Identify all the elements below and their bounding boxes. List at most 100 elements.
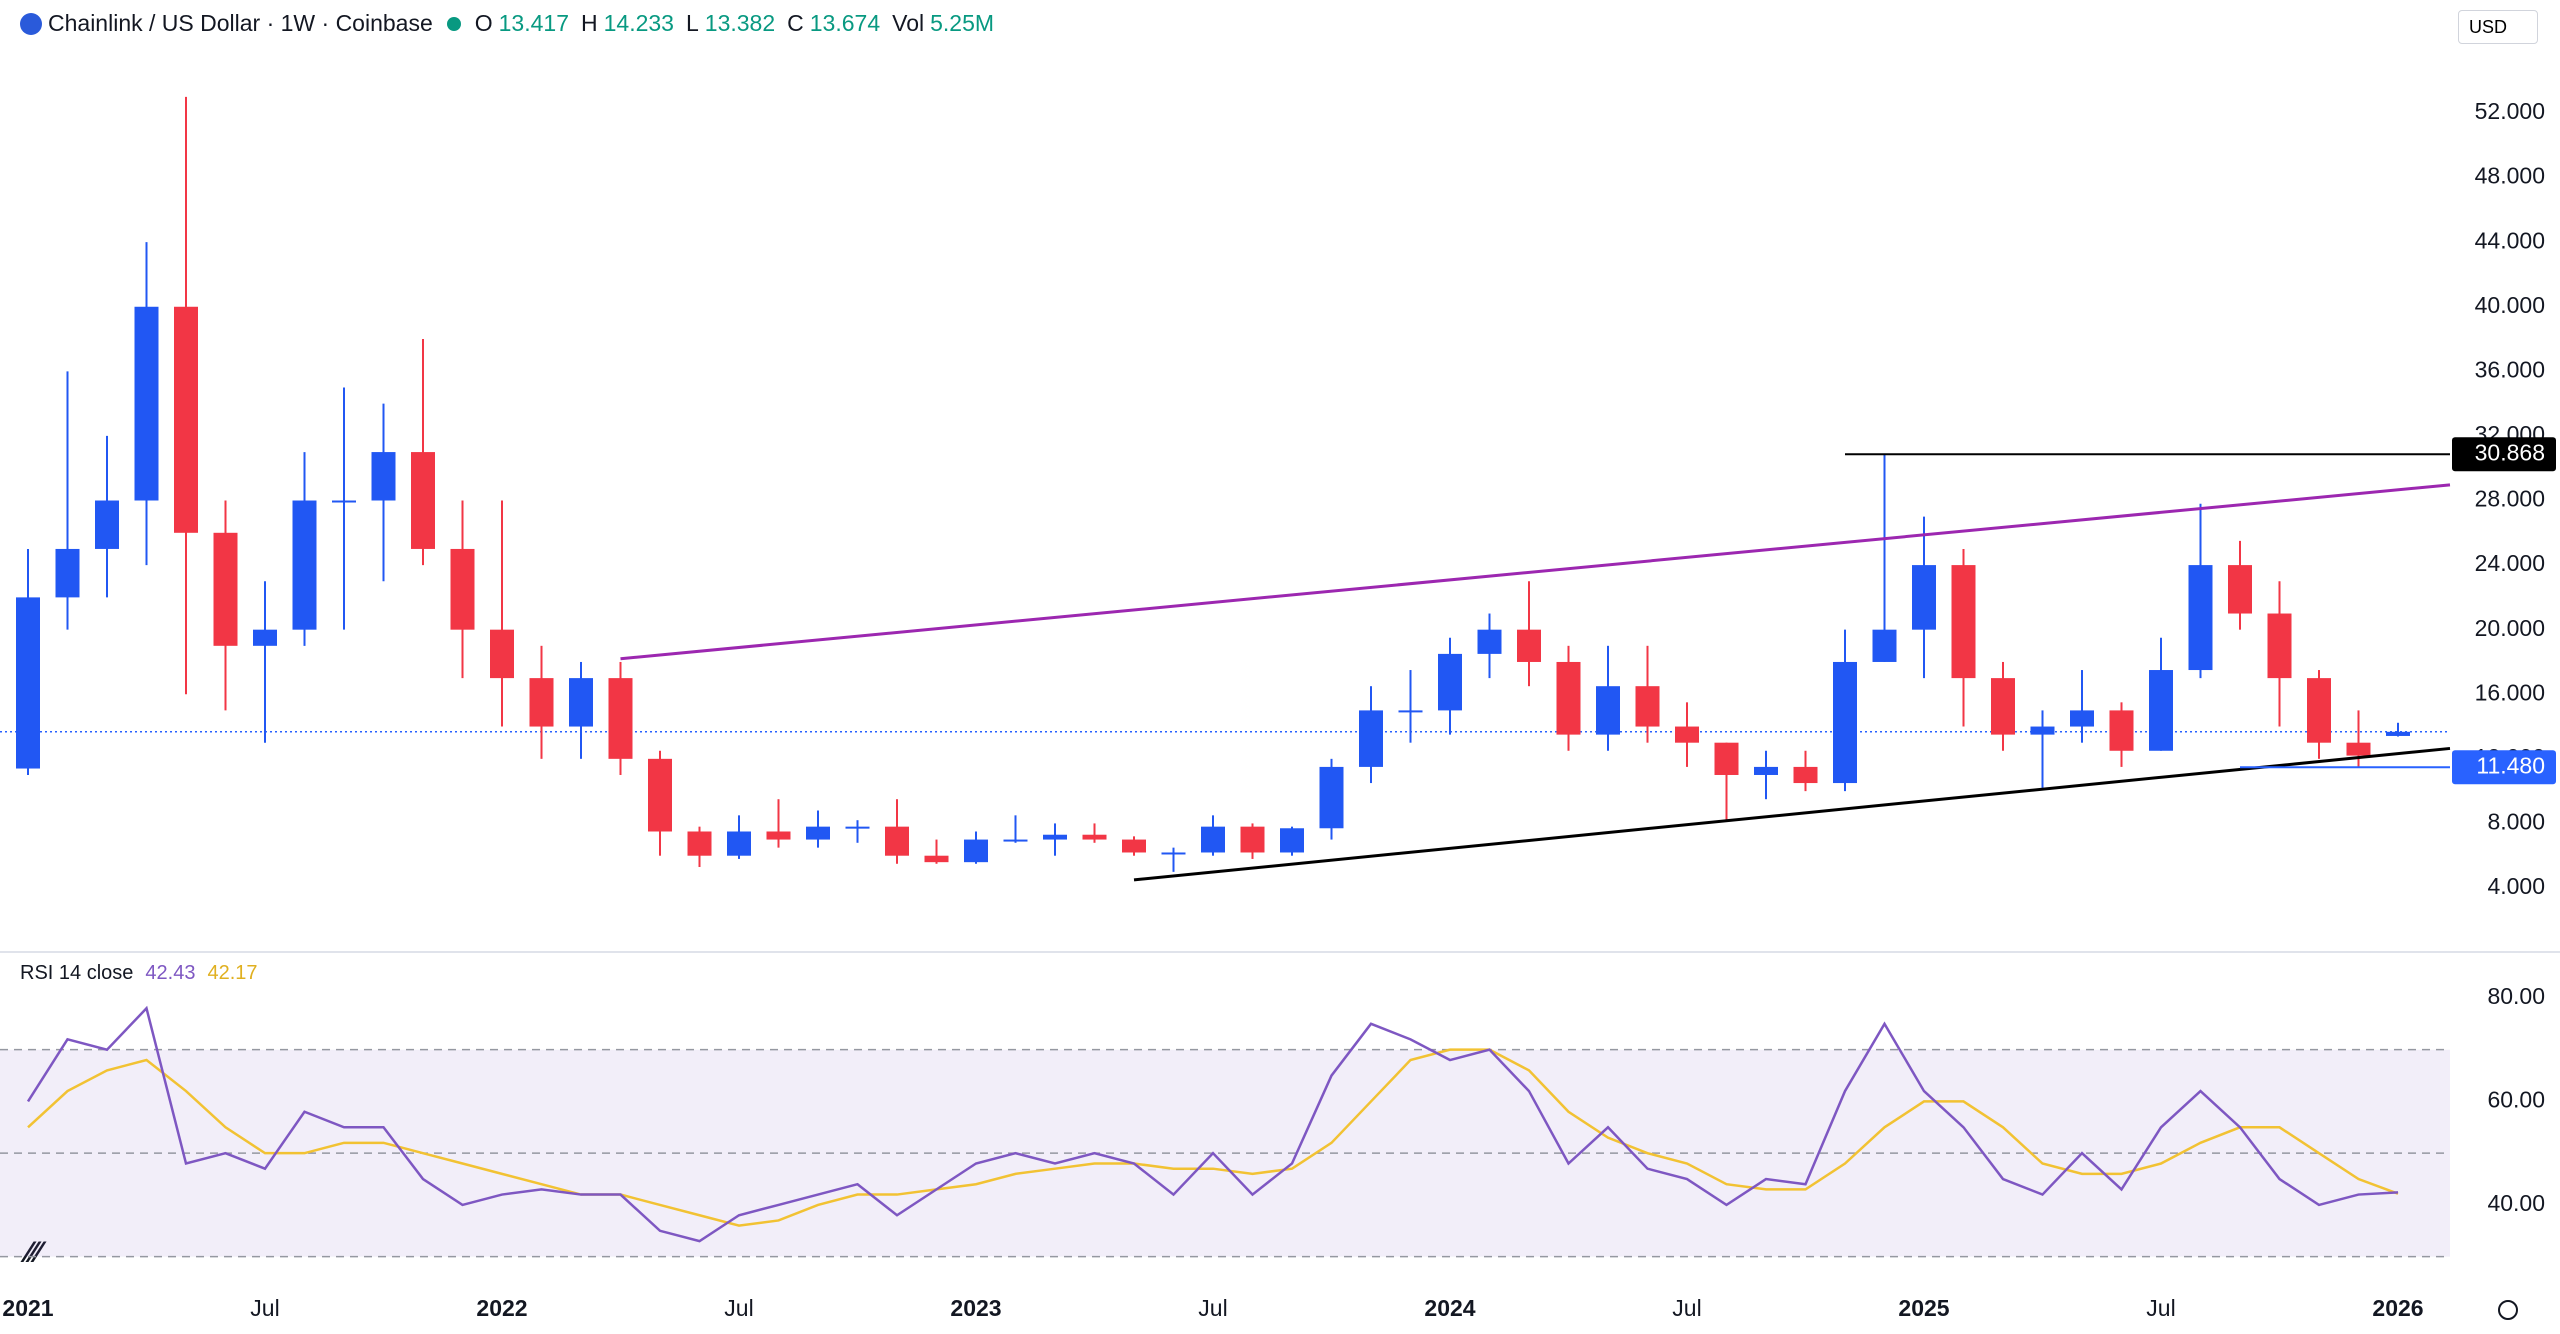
price-label: 30.868 [2475, 439, 2545, 465]
candle-body [1280, 828, 1304, 853]
candle-body [1596, 686, 1620, 735]
candle-body [2267, 613, 2292, 679]
candle-body [727, 831, 751, 856]
candle-body [806, 826, 830, 840]
candle-body [1991, 678, 2015, 735]
symbol-icon [20, 12, 42, 35]
x-tick-label: 2026 [2372, 1295, 2423, 1321]
rsi-value: 42.43 [145, 962, 196, 984]
candle-body [1951, 565, 1976, 679]
candle-body [1201, 826, 1225, 853]
volume-value: 5.25M [930, 10, 995, 36]
price-label: 11.480 [2476, 752, 2545, 778]
candle-body [490, 629, 514, 679]
y-tick-label: 16.000 [2475, 679, 2545, 705]
candle-body [1714, 742, 1739, 775]
x-tick-label: Jul [1672, 1295, 1701, 1321]
candle-body [1240, 826, 1265, 853]
ohlc-label: C [787, 10, 804, 36]
volume-label: Vol [892, 10, 925, 36]
candle-body [411, 452, 435, 549]
candle-body [1675, 726, 1699, 743]
candle-body [1754, 766, 1778, 775]
y-tick-label: 52.000 [2475, 98, 2545, 124]
candle-body [1161, 852, 1186, 855]
candle-body [2149, 670, 2173, 751]
ohlc-value: 13.382 [704, 10, 776, 36]
candle-body [2386, 731, 2410, 736]
candle-body [371, 452, 396, 501]
candle-body [569, 678, 593, 727]
candle-body [174, 306, 198, 533]
candle-body [2188, 565, 2213, 671]
rsi-line [26, 1005, 2399, 1243]
candle-body [687, 831, 712, 856]
x-tick-label: 2023 [950, 1295, 1001, 1321]
candle-body [1517, 629, 1541, 662]
candle-body [2307, 678, 2331, 743]
x-tick-label: 2024 [1424, 1295, 1475, 1321]
y-tick-label: 44.000 [2475, 227, 2545, 253]
rsi-title: RSI 14 close [20, 962, 134, 984]
y-tick-label: 40.000 [2475, 292, 2545, 318]
y-tick-label: 20.000 [2475, 615, 2545, 641]
ohlc-value: 13.674 [809, 10, 881, 36]
price-label-box [2452, 437, 2556, 472]
candle-body [1477, 629, 1502, 654]
candle-body [292, 500, 317, 630]
candle-body [1635, 686, 1660, 727]
candle-body [2070, 710, 2094, 727]
candle-body [766, 831, 791, 840]
y-tick-label: 24.000 [2475, 550, 2545, 576]
price-label-box [2452, 750, 2556, 785]
ohlc-label: L [685, 10, 699, 36]
candle-body [1003, 839, 1028, 842]
candle-body [1556, 661, 1581, 735]
x-tick-label: 2022 [476, 1295, 527, 1321]
x-tick-label: 2025 [1898, 1295, 1949, 1321]
candle-body [1043, 834, 1067, 840]
candle-body [213, 532, 238, 646]
candle-body [964, 839, 988, 863]
x-tick-label: Jul [250, 1295, 279, 1321]
candle-body [924, 855, 949, 863]
candle-body [2346, 742, 2371, 756]
trend-line [620, 483, 2451, 661]
x-tick-label: Jul [2146, 1295, 2175, 1321]
trend-line [1133, 746, 2451, 882]
candle-body [608, 678, 633, 759]
candle-body [134, 306, 159, 501]
x-tick-label: Jul [724, 1295, 753, 1321]
candle-body [885, 826, 909, 856]
symbol-title[interactable]: Chainlink / US Dollar · 1W · Coinbase [48, 10, 433, 36]
y-tick-label: 40.00 [2487, 1190, 2545, 1216]
ohlc-value: 13.417 [498, 10, 569, 36]
ohlc-value: 14.233 [603, 10, 674, 36]
candle-body [16, 597, 40, 769]
currency-button[interactable]: USD [2458, 10, 2538, 44]
candle-body [529, 678, 554, 727]
candle-body [1872, 629, 1897, 662]
market-status [446, 16, 461, 31]
candle-body [253, 629, 277, 646]
candle-body [2228, 565, 2252, 614]
candle-body [450, 548, 475, 630]
candle-body [1398, 710, 1423, 713]
rsi-line [27, 1048, 2399, 1227]
candle-body [1122, 839, 1146, 853]
x-tick-label: Jul [1198, 1295, 1227, 1321]
candle-body [1833, 661, 1857, 784]
y-tick-label: 4.000 [2487, 873, 2545, 899]
y-tick-label: 28.000 [2475, 486, 2545, 512]
candle-body [55, 548, 80, 598]
candle-body [332, 500, 356, 503]
candle-body [1793, 766, 1818, 784]
ohlc-label: O [474, 10, 493, 36]
candle-body [95, 500, 119, 549]
settings-icon[interactable] [2498, 1300, 2518, 1320]
candle-body [2030, 726, 2055, 735]
candle-body [1082, 834, 1107, 840]
